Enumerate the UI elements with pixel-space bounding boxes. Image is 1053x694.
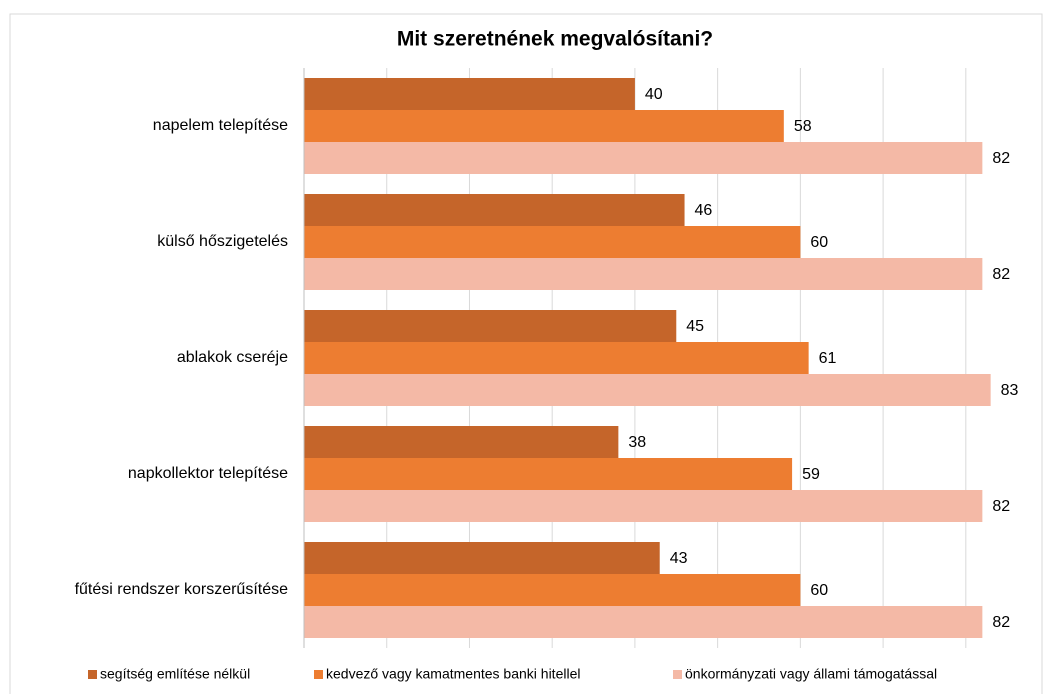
legend-label: kedvező vagy kamatmentes banki hitellel bbox=[326, 666, 580, 682]
bar bbox=[304, 490, 983, 522]
bar bbox=[304, 606, 983, 638]
data-label: 38 bbox=[628, 434, 646, 451]
data-label: 60 bbox=[810, 234, 828, 251]
bar bbox=[304, 542, 660, 574]
bar bbox=[304, 374, 991, 406]
y-tick-label: napelem telepítése bbox=[153, 117, 288, 134]
legend-label: önkormányzati vagy állami támogatással bbox=[685, 666, 937, 682]
data-label: 82 bbox=[992, 266, 1010, 283]
y-tick-label: napkollektor telepítése bbox=[128, 465, 288, 482]
bar bbox=[304, 426, 619, 458]
data-label: 82 bbox=[992, 150, 1010, 167]
bar bbox=[304, 342, 809, 374]
data-label: 83 bbox=[1001, 382, 1019, 399]
data-label: 45 bbox=[686, 318, 704, 335]
data-label: 46 bbox=[695, 202, 713, 219]
data-label: 58 bbox=[794, 118, 812, 135]
bar bbox=[304, 258, 983, 290]
y-tick-label: külső hőszigetelés bbox=[157, 233, 288, 250]
y-tick-label: fűtési rendszer korszerűsítése bbox=[75, 581, 289, 598]
data-label: 59 bbox=[802, 466, 820, 483]
data-label: 82 bbox=[992, 614, 1010, 631]
bar bbox=[304, 142, 983, 174]
data-label: 40 bbox=[645, 86, 663, 103]
bar bbox=[304, 226, 801, 258]
legend-label: segítség említése nélkül bbox=[100, 666, 250, 682]
data-label: 43 bbox=[670, 550, 688, 567]
legend-swatch bbox=[88, 670, 97, 679]
legend-swatch bbox=[673, 670, 682, 679]
y-tick-label: ablakok cseréje bbox=[177, 349, 288, 366]
legend-swatch bbox=[314, 670, 323, 679]
data-label: 82 bbox=[992, 498, 1010, 515]
bar bbox=[304, 310, 677, 342]
bar bbox=[304, 194, 685, 226]
bar bbox=[304, 110, 784, 142]
bar bbox=[304, 574, 801, 606]
chart-title: Mit szeretnének megvalósítani? bbox=[397, 28, 713, 51]
bar bbox=[304, 78, 635, 110]
data-label: 61 bbox=[819, 350, 837, 367]
bar bbox=[304, 458, 793, 490]
data-label: 60 bbox=[810, 582, 828, 599]
